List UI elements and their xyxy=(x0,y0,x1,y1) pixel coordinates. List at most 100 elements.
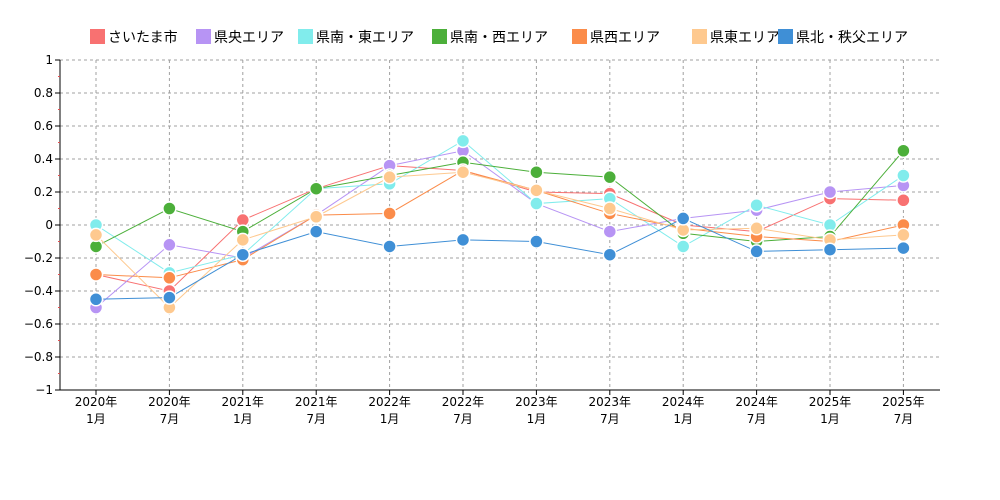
y-tick-label: −0.8 xyxy=(24,350,53,364)
grid xyxy=(60,59,940,391)
series-line xyxy=(95,171,904,309)
data-point[interactable] xyxy=(749,197,764,213)
y-tick-label: 0 xyxy=(45,218,53,232)
data-point[interactable] xyxy=(529,234,544,249)
legend-swatch xyxy=(90,29,105,44)
data-point[interactable] xyxy=(308,181,324,196)
data-point[interactable] xyxy=(602,247,618,262)
data-point[interactable] xyxy=(162,237,177,253)
x-tick-label-year: 2021年 xyxy=(222,395,265,409)
data-point[interactable] xyxy=(896,240,911,256)
legend-label: 県南・東エリア xyxy=(316,30,414,46)
legend-swatch xyxy=(572,29,587,44)
y-tick-label: 0.2 xyxy=(34,185,53,199)
x-tick-label-month: 1月 xyxy=(233,412,253,426)
legend-item[interactable]: 県南・西エリア xyxy=(432,29,548,46)
x-tick-label-year: 2020年 xyxy=(148,395,191,409)
legend-item[interactable]: 県東エリア xyxy=(692,29,780,46)
series-line xyxy=(95,165,904,292)
y-tick-label: −0.6 xyxy=(24,317,53,331)
x-tick-label-year: 2020年 xyxy=(75,395,118,409)
data-point[interactable] xyxy=(162,290,177,305)
series-line xyxy=(95,150,904,308)
data-point[interactable] xyxy=(88,267,104,282)
x-tick-label-month: 1月 xyxy=(86,412,106,426)
data-point[interactable] xyxy=(749,221,764,236)
legend-swatch xyxy=(692,29,707,44)
data-point[interactable] xyxy=(529,164,544,180)
data-point[interactable] xyxy=(749,244,764,259)
data-point[interactable] xyxy=(382,206,397,221)
x-tick-label-year: 2023年 xyxy=(515,395,558,409)
data-point[interactable] xyxy=(455,133,471,149)
data-point[interactable] xyxy=(88,292,104,307)
data-point[interactable] xyxy=(896,193,911,208)
series-line xyxy=(95,140,904,274)
legend-item[interactable]: 県北・秩父エリア xyxy=(778,29,908,46)
data-point[interactable] xyxy=(675,239,691,254)
data-point[interactable] xyxy=(382,239,397,254)
data-point[interactable] xyxy=(235,232,251,248)
x-tick-label-month: 1月 xyxy=(380,412,400,426)
x-tick-label-year: 2025年 xyxy=(809,395,852,409)
series-line xyxy=(95,170,904,279)
series-lines xyxy=(95,140,904,309)
x-tick-label-month: 1月 xyxy=(673,412,693,426)
data-point[interactable] xyxy=(235,247,251,262)
data-point[interactable] xyxy=(896,227,911,243)
data-point[interactable] xyxy=(602,224,618,239)
data-point[interactable] xyxy=(822,242,838,257)
data-point[interactable] xyxy=(602,201,618,216)
legend-label: 県央エリア xyxy=(214,30,284,46)
x-tick-label-month: 7月 xyxy=(600,412,620,426)
data-point[interactable] xyxy=(602,169,618,185)
legend-item[interactable]: 県央エリア xyxy=(196,29,284,46)
data-point[interactable] xyxy=(162,201,177,216)
legend-label: 県東エリア xyxy=(710,30,780,46)
x-tick-label-year: 2025年 xyxy=(882,395,925,409)
legend-swatch xyxy=(778,29,793,44)
data-point[interactable] xyxy=(896,143,911,158)
x-tick-label-month: 7月 xyxy=(453,412,473,426)
data-point[interactable] xyxy=(162,270,177,286)
series-line xyxy=(95,150,904,247)
data-point[interactable] xyxy=(308,224,324,239)
data-point[interactable] xyxy=(455,164,471,180)
x-tick-label-month: 7月 xyxy=(747,412,767,426)
legend-swatch xyxy=(196,29,211,44)
x-tick-label-year: 2024年 xyxy=(735,395,778,409)
data-point[interactable] xyxy=(675,211,691,226)
legend-swatch xyxy=(298,29,313,44)
series-line xyxy=(95,217,904,300)
legend-item[interactable]: 県南・東エリア xyxy=(298,29,414,46)
y-tick-label: 0.8 xyxy=(34,86,53,100)
x-tick-label-month: 1月 xyxy=(527,412,547,426)
y-tick-label: 0.4 xyxy=(34,152,53,166)
legend-item[interactable]: さいたま市 xyxy=(90,29,178,46)
legend-label: 県西エリア xyxy=(590,30,660,46)
x-tick-label-month: 7月 xyxy=(306,412,326,426)
y-tick-label: −0.2 xyxy=(24,251,53,265)
data-point[interactable] xyxy=(896,168,911,183)
axes: 1 0.8 0.6 0.4 0.2 0 −0.2 −0.4 −0.6 −0.8 −1 2020年 1月 2… xyxy=(24,53,940,426)
y-tick-label: 0.6 xyxy=(34,119,53,133)
x-tick-label-year: 2022年 xyxy=(368,395,411,409)
data-point[interactable] xyxy=(382,169,397,185)
data-point[interactable] xyxy=(529,183,544,198)
x-tick-label-month: 7月 xyxy=(160,412,180,426)
y-tick-label: −1 xyxy=(35,383,53,397)
legend-item[interactable]: 県西エリア xyxy=(572,29,660,46)
y-tick-label: 1 xyxy=(45,53,53,67)
data-point[interactable] xyxy=(455,232,471,248)
series-points xyxy=(88,133,911,315)
data-point[interactable] xyxy=(822,184,838,200)
x-tick-label-year: 2023年 xyxy=(589,395,632,409)
legend-swatch xyxy=(432,29,447,44)
data-point[interactable] xyxy=(308,209,324,224)
legend-label: 県北・秩父エリア xyxy=(796,30,908,46)
data-point[interactable] xyxy=(529,196,544,211)
data-point[interactable] xyxy=(88,227,104,243)
x-tick-label-year: 2021年 xyxy=(295,395,338,409)
legend: さいたま市 県央エリア 県南・東エリア 県南・西エリア 県西エリア 県東エリア 県北・秩父エ… xyxy=(90,29,908,46)
